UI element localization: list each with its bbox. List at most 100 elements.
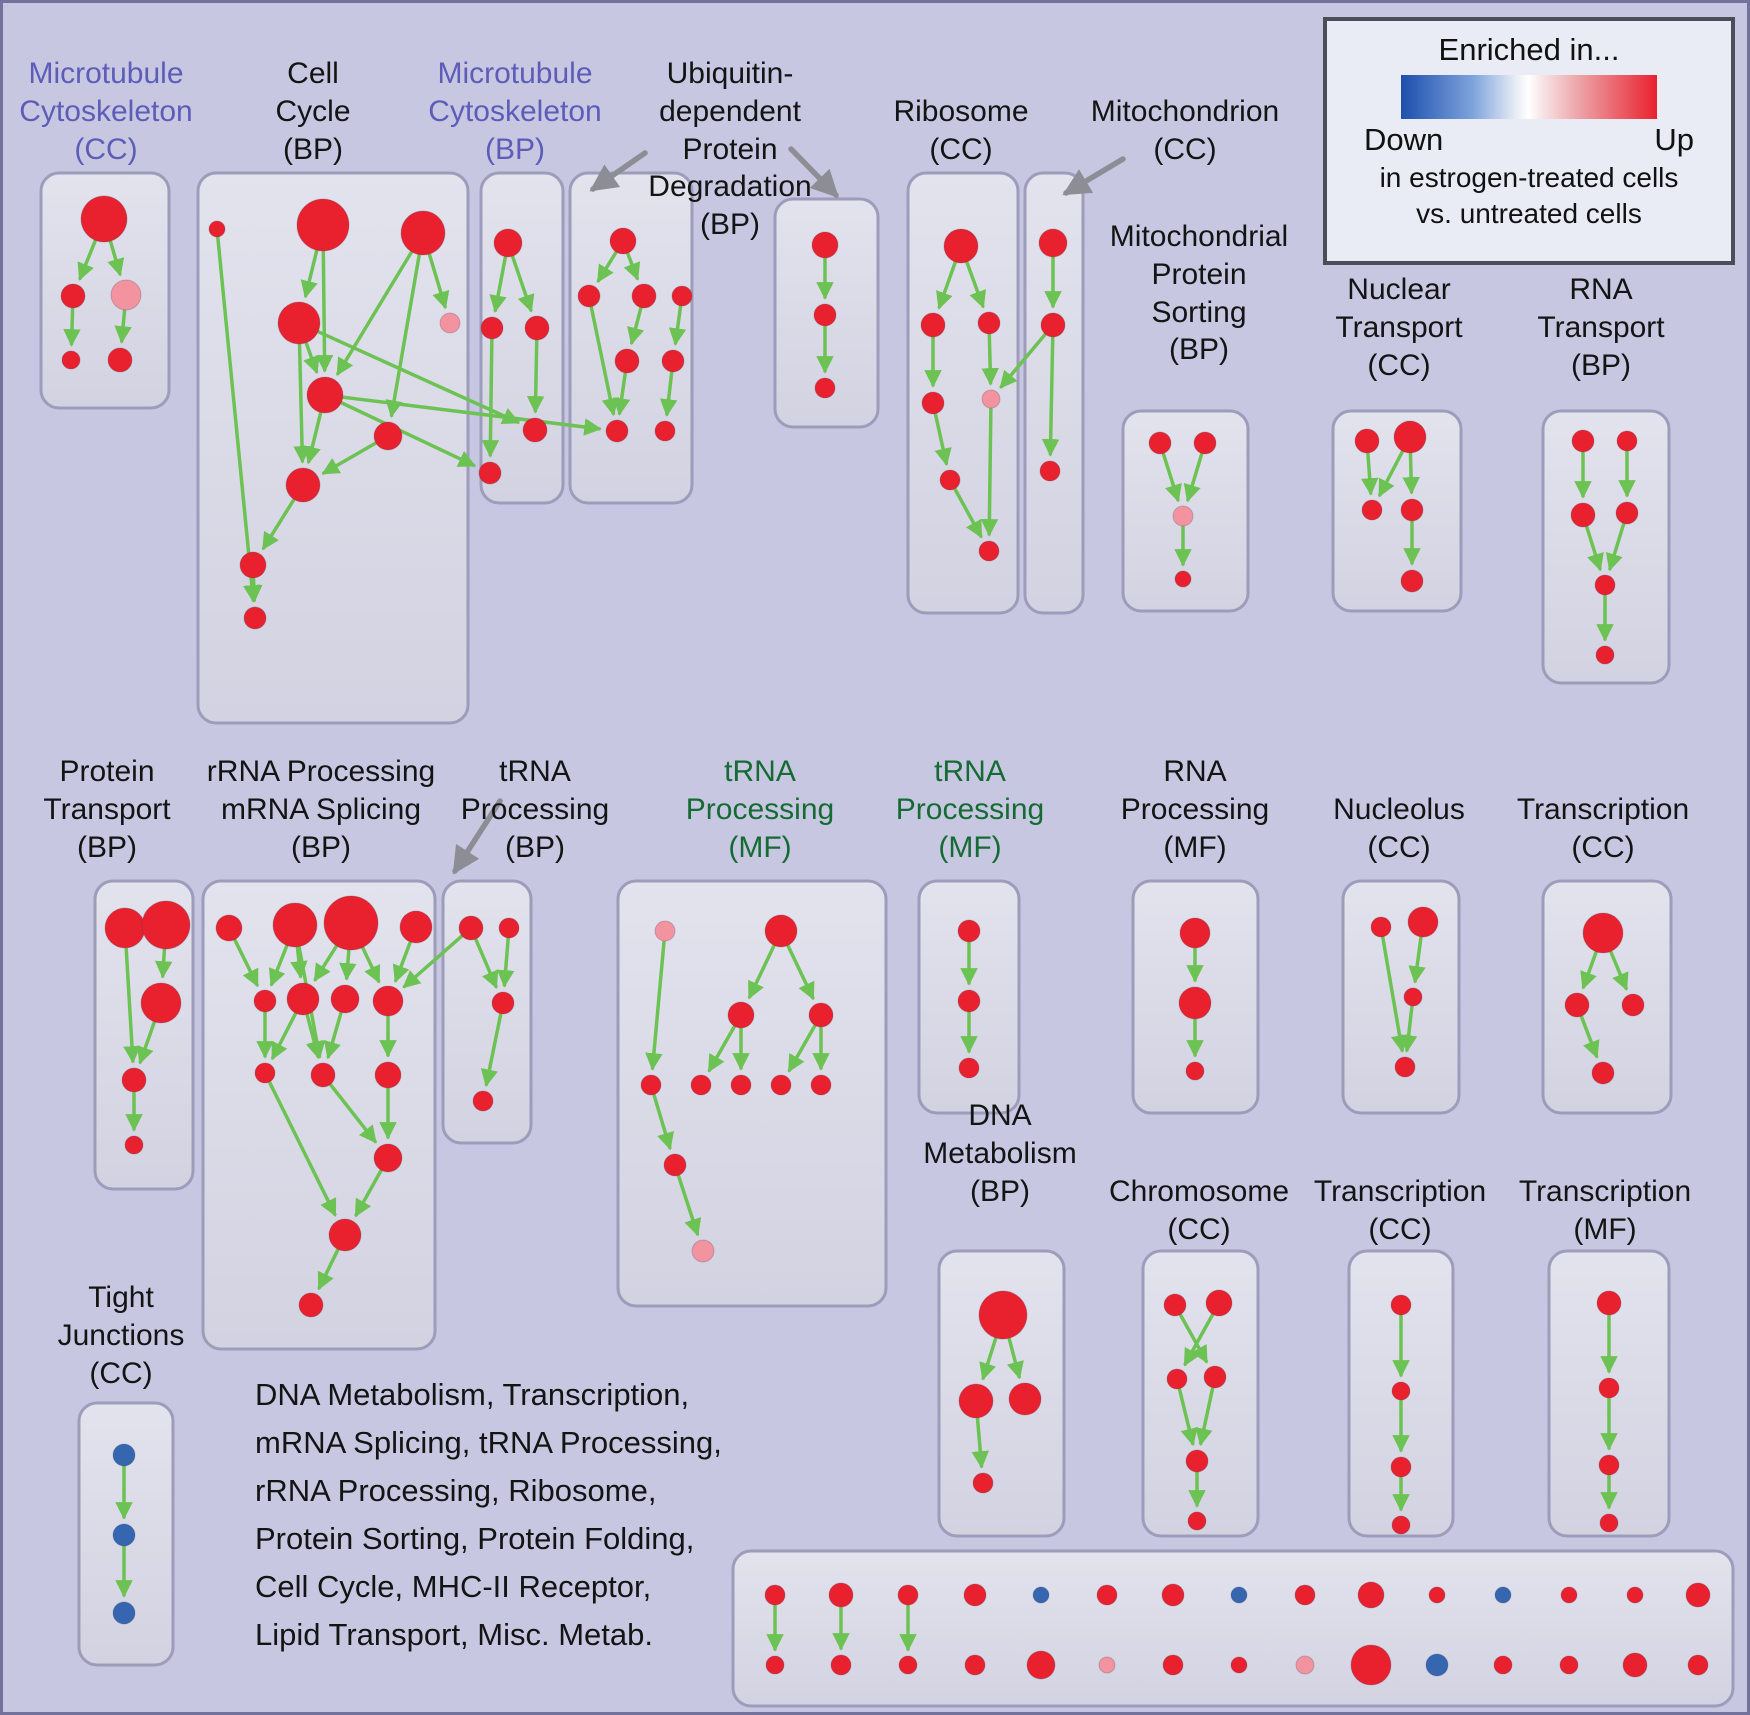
- go-node-x2: [958, 1383, 994, 1419]
- edge-g2-g3: [1041, 336, 1060, 457]
- misc-cluster-caption: DNA Metabolism, Transcription, mRNA Spli…: [255, 1377, 722, 1653]
- go-node-l12: [373, 1143, 403, 1173]
- go-node-u4: [1394, 1056, 1416, 1078]
- edge-v1-v3: [1609, 950, 1629, 991]
- go-node-l4: [399, 910, 433, 944]
- go-node-g1: [1038, 228, 1068, 258]
- edge-a1-a2: [77, 239, 97, 281]
- edge-m3-m4: [480, 1013, 503, 1087]
- go-node-p10: [663, 1153, 687, 1177]
- go-node-r10: [1350, 1644, 1392, 1686]
- edge-f5-f7: [980, 407, 999, 537]
- go-node-q12: [1494, 1586, 1512, 1604]
- nodes-layer: [60, 195, 1711, 1686]
- edge-h2-h3: [1183, 452, 1204, 503]
- label-pointer-arrow-1: [788, 146, 839, 198]
- edge-c1-c2: [489, 255, 507, 313]
- edge-d3-d5: [627, 306, 645, 346]
- edge-d1-d2: [596, 251, 618, 283]
- go-node-r4: [964, 1654, 986, 1676]
- edge-u1-u4: [1381, 936, 1409, 1053]
- edge-l4-l8: [392, 941, 412, 983]
- go-node-k2: [141, 900, 191, 950]
- cross-edge-b6-d7: [342, 395, 602, 436]
- edge-l3-l8: [361, 946, 381, 984]
- cluster-label-trna-processing-mf-2: tRNA Processing (MF): [895, 755, 1045, 864]
- go-node-b3: [400, 210, 446, 256]
- edge-u2-u3: [1408, 936, 1426, 984]
- go-node-f7: [978, 540, 1000, 562]
- go-node-w3: [112, 1601, 136, 1625]
- go-node-c4: [522, 417, 548, 443]
- go-node-l3: [323, 895, 379, 951]
- legend-gradient-bar: [1401, 75, 1657, 119]
- go-node-h4: [1174, 570, 1192, 588]
- go-node-y3: [1166, 1368, 1188, 1390]
- cluster-label-cell-cycle-bp: Cell Cycle (BP): [275, 57, 351, 166]
- go-node-r7: [1162, 1654, 1184, 1676]
- go-node-q7: [1161, 1583, 1185, 1607]
- cluster-label-trna-processing-mf-1: tRNA Processing (MF): [685, 755, 835, 864]
- go-node-aa3: [1598, 1454, 1620, 1476]
- legend-endpoint-labels: Down Up: [1364, 122, 1694, 158]
- go-node-w2: [112, 1523, 136, 1547]
- go-node-r1: [765, 1655, 785, 1675]
- edge-f4-f6: [933, 412, 952, 466]
- edge-b6-b8: [303, 411, 323, 465]
- cluster-label-nucleolus-cc: Nucleolus (CC): [1333, 793, 1465, 864]
- edge-b8-b9: [261, 498, 296, 551]
- cluster-box-chromosome-cc: [1141, 1249, 1260, 1538]
- go-node-r3: [898, 1655, 918, 1675]
- go-node-m2: [498, 917, 520, 939]
- go-node-t2: [1178, 986, 1212, 1020]
- edge-a1-a3: [107, 240, 125, 277]
- edge-f3-f5: [981, 333, 999, 386]
- cluster-box-transcription-cc-1: [1541, 879, 1673, 1115]
- go-node-b4: [277, 301, 321, 345]
- go-node-e1: [811, 231, 839, 259]
- edge-d4-d6: [668, 305, 687, 346]
- go-node-u3: [1403, 987, 1423, 1007]
- cross-edge-g2-f5: [999, 333, 1047, 389]
- go-node-b10: [243, 606, 267, 630]
- legend-subtitle: in estrogen-treated cells vs. untreated …: [1327, 160, 1731, 233]
- edge-p2-p3: [747, 944, 776, 1000]
- cluster-box-microtubule-cc: [39, 171, 171, 410]
- edge-x1-x2: [979, 1337, 998, 1381]
- edge-k2-k3: [154, 948, 173, 979]
- go-node-u1: [1370, 916, 1392, 938]
- go-node-f1: [943, 228, 979, 264]
- go-node-h3: [1172, 505, 1194, 527]
- go-node-q15: [1685, 1582, 1711, 1608]
- go-node-h1: [1148, 431, 1172, 455]
- cluster-label-ubiquitin-bp-1: Ubiquitin- dependent Protein Degradation…: [648, 57, 812, 242]
- go-node-q4: [963, 1583, 987, 1607]
- go-node-y2: [1205, 1289, 1233, 1317]
- go-node-j2: [1616, 430, 1638, 452]
- go-node-q11: [1428, 1586, 1446, 1604]
- edge-c2-c5: [481, 338, 500, 458]
- edge-h1-h3: [1161, 452, 1182, 503]
- edge-y3-y5: [1177, 1387, 1198, 1447]
- cluster-box-nuclear-transport-cc: [1331, 409, 1463, 613]
- edge-j4-j5: [1605, 522, 1626, 572]
- go-node-v1: [1582, 912, 1624, 954]
- label-pointer-arrow-0: [589, 150, 648, 192]
- go-node-p1: [654, 920, 676, 942]
- go-node-z1: [1390, 1294, 1412, 1316]
- edge-l9-l13: [268, 1081, 337, 1217]
- edge-v1-v2: [1580, 951, 1598, 990]
- go-node-c3: [524, 315, 550, 341]
- cluster-box-trna-processing-mf-1: [616, 879, 888, 1308]
- legend-up-label: Up: [1654, 122, 1694, 157]
- cluster-box-dna-metabolism-bp: [937, 1249, 1066, 1538]
- edge-p4-p8: [787, 1024, 817, 1073]
- go-node-p11: [691, 1239, 715, 1263]
- go-node-f2: [920, 312, 946, 338]
- go-node-g2: [1040, 312, 1066, 338]
- go-node-p2: [764, 914, 798, 948]
- go-node-e3: [814, 377, 836, 399]
- go-node-a4: [61, 350, 81, 370]
- edge-y4-y5: [1195, 1386, 1215, 1446]
- go-node-a2: [60, 283, 86, 309]
